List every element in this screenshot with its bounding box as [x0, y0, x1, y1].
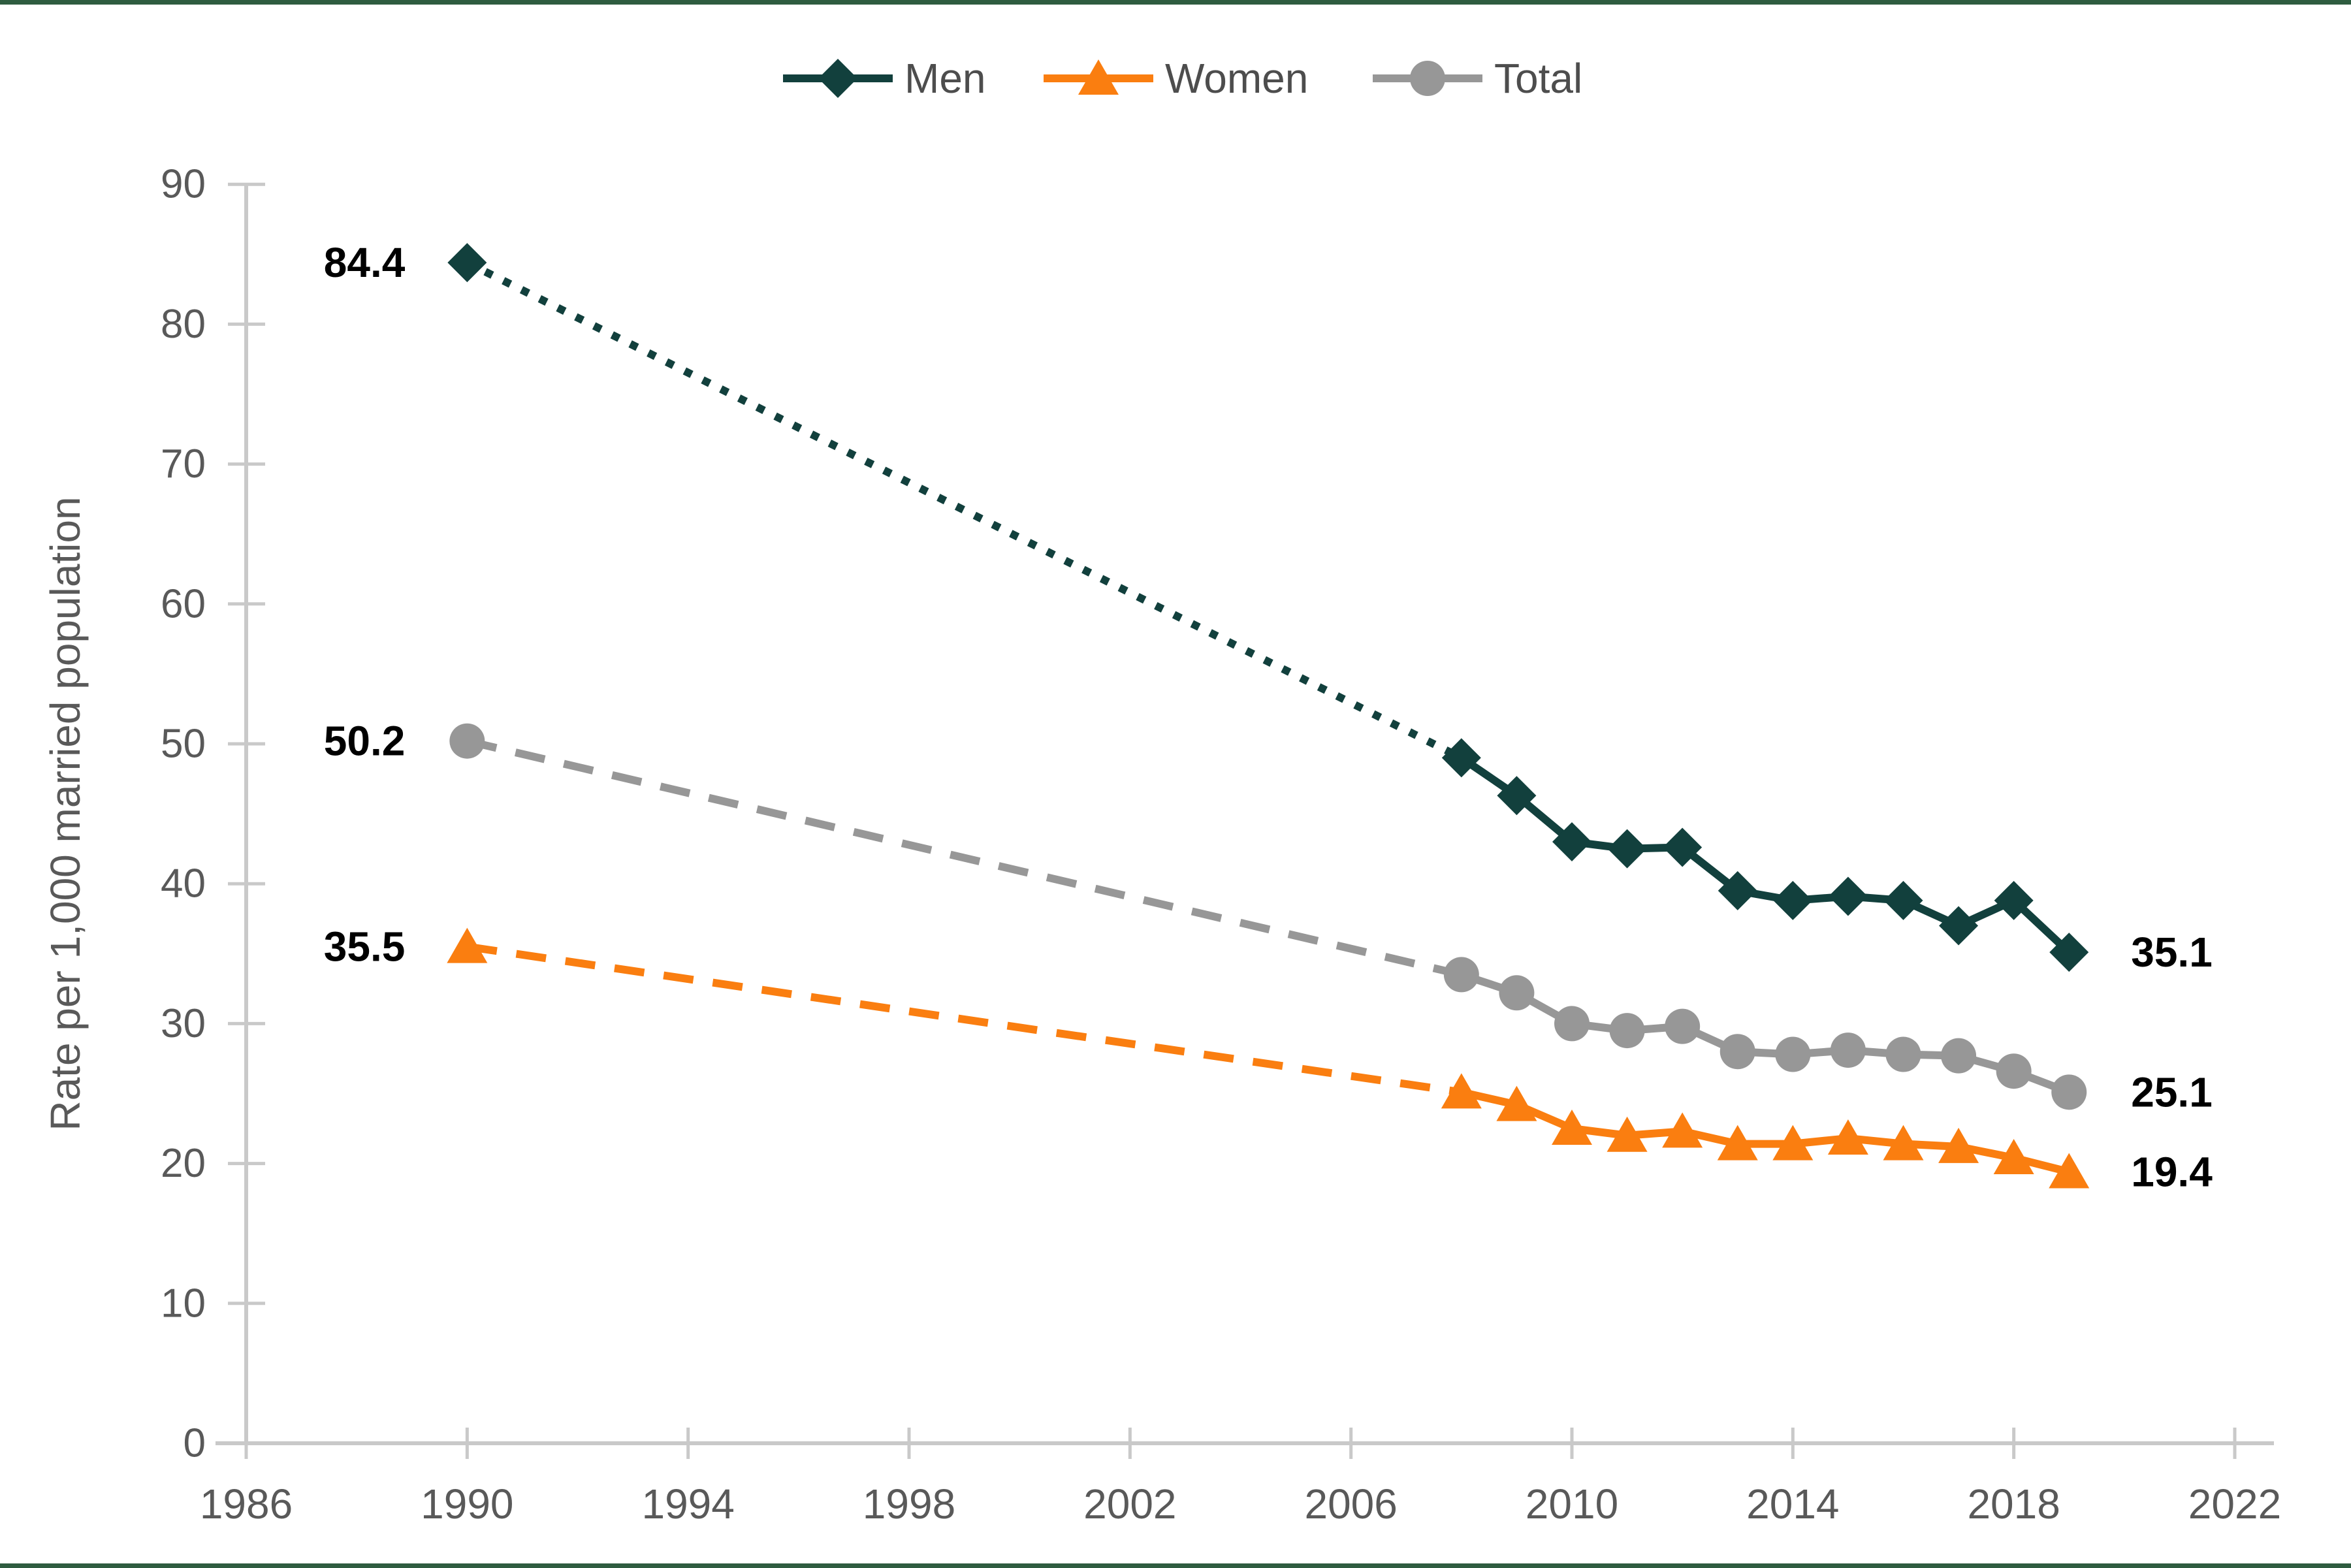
y-tick-label: 70 — [161, 441, 206, 487]
total-marker-2008 — [1443, 957, 1479, 993]
y-tick-label: 30 — [161, 1001, 206, 1046]
women-marker-2017 — [1938, 1127, 1979, 1163]
legend-total-label: Total — [1494, 55, 1582, 102]
x-tick-label: 1986 — [200, 1480, 293, 1528]
men-marker-2010 — [1552, 822, 1591, 861]
total-marker-2019 — [2051, 1074, 2087, 1110]
women-marker-2019 — [2049, 1153, 2090, 1189]
total-marker-2016 — [1885, 1036, 1921, 1072]
women-marker-2010 — [1551, 1110, 1592, 1145]
y-tick-label: 10 — [161, 1281, 206, 1326]
women-marker-1990 — [447, 927, 488, 963]
y-tick-label: 60 — [161, 581, 206, 626]
legend-total-marker-icon — [1410, 61, 1445, 96]
y-tick-label: 40 — [161, 861, 206, 906]
top-accent-bar — [0, 0, 2351, 5]
men-line — [1459, 754, 2072, 955]
men-gap-line — [465, 259, 1463, 761]
total-line — [1460, 970, 2071, 1096]
total-marker-2009 — [1499, 975, 1535, 1011]
x-tick-label: 2010 — [1526, 1480, 1618, 1528]
y-tick-label: 80 — [161, 302, 206, 347]
x-tick-label: 2002 — [1083, 1480, 1176, 1528]
y-tick-label: 0 — [184, 1421, 206, 1466]
women-marker-2014 — [1772, 1125, 1814, 1160]
y-tick-label: 20 — [161, 1141, 206, 1186]
men-marker-2008 — [1441, 738, 1481, 778]
x-tick-label: 1998 — [863, 1480, 955, 1528]
men-marker-1990 — [447, 243, 487, 283]
total-marker-2013 — [1719, 1034, 1755, 1070]
x-tick-label: 2006 — [1304, 1480, 1397, 1528]
x-tick-label: 1990 — [421, 1480, 513, 1528]
women-start-data-label: 35.5 — [324, 923, 406, 970]
men-start-data-label: 84.4 — [324, 239, 406, 286]
total-marker-2015 — [1830, 1032, 1866, 1068]
men-marker-2017 — [1939, 906, 1979, 946]
men-marker-2016 — [1883, 880, 1923, 920]
y-tick-label: 90 — [161, 162, 206, 207]
men-end-data-label: 35.1 — [2131, 929, 2213, 976]
x-tick-label: 1994 — [641, 1480, 734, 1528]
women-marker-2012 — [1662, 1112, 1703, 1148]
legend-men-marker-icon — [818, 59, 857, 98]
women-marker-2008 — [1441, 1073, 1482, 1109]
men-marker-2012 — [1663, 827, 1703, 867]
x-tick-label: 2018 — [1967, 1480, 2060, 1528]
women-marker-2013 — [1717, 1125, 1758, 1160]
legend-men-label: Men — [904, 55, 986, 102]
total-marker-2018 — [1996, 1053, 2032, 1089]
x-tick-label: 2022 — [2188, 1480, 2281, 1528]
total-marker-2012 — [1665, 1008, 1701, 1044]
total-marker-2017 — [1941, 1038, 1977, 1074]
men-marker-2014 — [1773, 880, 1813, 920]
women-line — [1460, 1088, 2070, 1176]
women-marker-2009 — [1496, 1085, 1537, 1121]
legend-women-marker-icon — [1078, 59, 1119, 95]
total-gap-line — [466, 737, 1463, 979]
men-marker-2009 — [1497, 776, 1537, 816]
women-marker-2011 — [1607, 1116, 1648, 1152]
total-marker-2014 — [1775, 1036, 1811, 1072]
total-start-data-label: 50.2 — [324, 718, 406, 765]
total-marker-2011 — [1609, 1013, 1645, 1049]
women-marker-2018 — [1993, 1139, 2034, 1175]
women-marker-2016 — [1883, 1125, 1924, 1160]
bottom-accent-bar — [0, 1563, 2351, 1568]
men-marker-2018 — [1994, 880, 2034, 920]
men-marker-2019 — [2049, 933, 2089, 972]
women-gap-line — [466, 942, 1462, 1096]
men-marker-2013 — [1718, 871, 1757, 910]
total-end-data-label: 25.1 — [2131, 1068, 2213, 1115]
total-marker-1990 — [449, 723, 485, 759]
total-marker-2010 — [1554, 1006, 1590, 1042]
y-tick-label: 50 — [161, 722, 206, 767]
men-marker-2011 — [1607, 829, 1647, 869]
women-end-data-label: 19.4 — [2131, 1148, 2213, 1195]
women-marker-2015 — [1827, 1119, 1868, 1155]
x-tick-label: 2014 — [1746, 1480, 1839, 1528]
legend-women-label: Women — [1165, 55, 1308, 102]
men-marker-2015 — [1828, 876, 1868, 916]
y-axis-title: Rate per 1,000 married population — [42, 496, 89, 1130]
